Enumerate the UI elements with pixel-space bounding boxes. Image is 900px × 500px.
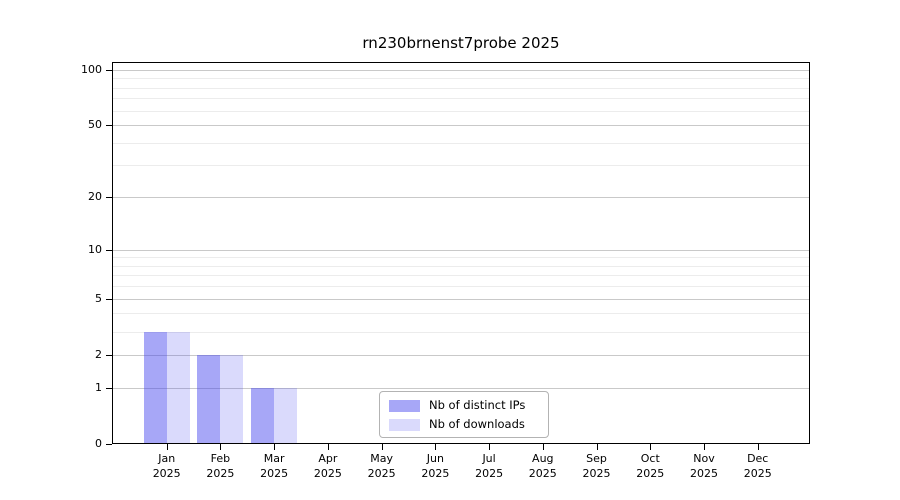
y-tick-label: 50: [88, 118, 102, 132]
x-tick-label: Jan 2025: [152, 452, 181, 480]
x-tick-label: Feb 2025: [206, 452, 235, 480]
x-tick-label: Jul 2025: [475, 452, 504, 480]
minor-gridline: [112, 257, 810, 258]
x-tick-mark: [435, 444, 437, 450]
y-tick-label: 20: [88, 190, 102, 204]
major-gridline: [112, 355, 810, 356]
y-tick-mark: [106, 388, 112, 389]
legend-label: Nb of downloads: [429, 417, 525, 431]
y-tick-mark: [106, 197, 112, 198]
y-tick-mark: [106, 299, 112, 300]
major-gridline: [112, 299, 810, 300]
major-gridline: [112, 388, 810, 389]
minor-gridline: [112, 165, 810, 166]
y-tick-label: 0: [95, 437, 102, 450]
legend-item-distinct-ips: Nb of distinct IPs: [389, 398, 539, 413]
x-tick-mark: [650, 444, 652, 450]
y-tick-label: 100: [81, 62, 102, 76]
minor-gridline: [112, 78, 810, 79]
x-tick-label: Nov 2025: [690, 452, 718, 480]
x-tick-label: Aug 2025: [528, 452, 557, 480]
x-tick-mark: [704, 444, 705, 450]
minor-gridline: [112, 313, 810, 314]
minor-gridline: [112, 88, 810, 89]
minor-gridline: [112, 143, 810, 144]
bar-distinct-ips-Feb: [197, 354, 221, 444]
bar-distinct-ips-Mar: [251, 387, 275, 444]
x-tick-label: Apr 2025: [313, 452, 342, 480]
x-tick-label: Jun 2025: [421, 452, 450, 480]
x-tick-label: Mar 2025: [260, 452, 289, 480]
y-tick-label: 10: [88, 242, 102, 256]
x-tick-mark: [757, 444, 759, 450]
major-gridline: [112, 70, 810, 71]
legend: Nb of distinct IPs Nb of downloads: [379, 391, 549, 438]
major-gridline: [112, 250, 810, 251]
x-tick-mark: [274, 444, 276, 450]
y-tick-mark: [106, 444, 112, 445]
y-tick-label: 1: [95, 380, 102, 394]
minor-gridline: [112, 98, 810, 99]
y-tick-label: 5: [95, 291, 102, 305]
minor-gridline: [112, 332, 810, 333]
bar-distinct-ips-Jan: [143, 331, 167, 444]
minor-gridline: [112, 275, 810, 276]
x-tick-mark: [596, 444, 598, 450]
major-gridline: [112, 125, 810, 126]
legend-swatch-icon: [389, 399, 420, 412]
minor-gridline: [112, 266, 810, 267]
x-tick-label: Oct 2025: [636, 452, 665, 480]
major-gridline: [112, 197, 810, 198]
x-tick-mark: [542, 444, 544, 450]
y-tick-mark: [106, 125, 112, 126]
x-tick-label: Sep 2025: [582, 452, 611, 480]
legend-item-downloads: Nb of downloads: [389, 417, 539, 432]
minor-gridline: [112, 111, 810, 112]
legend-swatch-icon: [389, 418, 420, 431]
x-tick-mark: [381, 444, 383, 450]
bar-downloads-Jan: [166, 331, 190, 444]
legend-label: Nb of distinct IPs: [429, 398, 526, 412]
x-tick-mark: [489, 444, 491, 450]
x-tick-mark: [220, 444, 222, 450]
chart-title: rn230brnenst7probe 2025: [362, 34, 560, 52]
y-tick-mark: [106, 355, 112, 356]
y-tick-mark: [106, 250, 112, 251]
x-tick-mark: [327, 444, 329, 450]
y-tick-mark: [106, 70, 112, 71]
y-tick-label: 2: [95, 347, 102, 361]
x-tick-label: May 2025: [367, 452, 396, 480]
x-tick-label: Dec 2025: [743, 452, 772, 480]
bar-downloads-Feb: [220, 354, 244, 444]
minor-gridline: [112, 286, 810, 287]
bar-downloads-Mar: [274, 387, 298, 444]
x-tick-mark: [166, 444, 168, 450]
